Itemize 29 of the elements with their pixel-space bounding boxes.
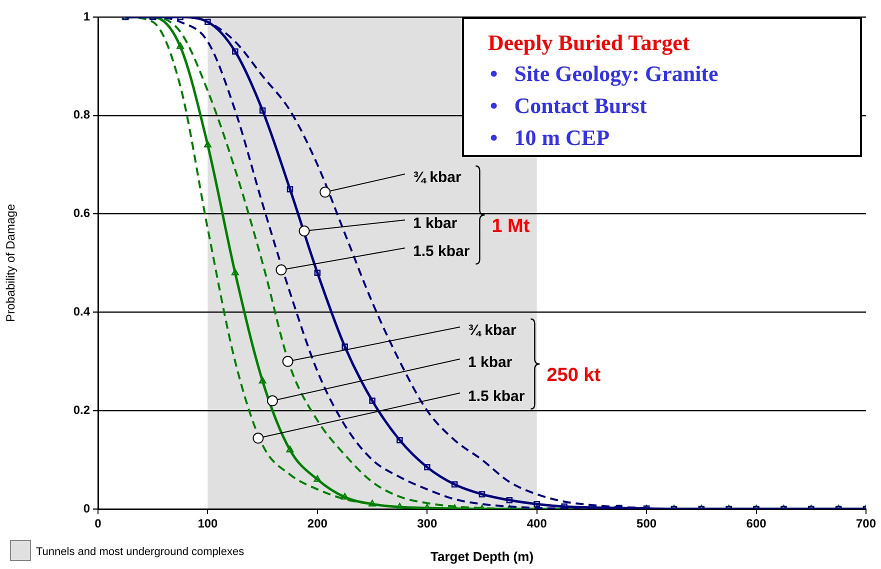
legend-label: Tunnels and most underground complexes bbox=[36, 546, 245, 558]
annotation: • Contact Burst bbox=[490, 92, 648, 120]
annotation: 1 kbar bbox=[468, 354, 512, 372]
annotation: ¾ kbar bbox=[468, 322, 517, 340]
x-tick-label: 500 bbox=[636, 516, 657, 531]
annotation: Deeply Buried Target bbox=[488, 29, 691, 57]
y-tick-label: 0.8 bbox=[73, 108, 90, 122]
x-tick-label: 0 bbox=[94, 516, 102, 531]
y-tick-label: 0.2 bbox=[73, 402, 90, 417]
annotation: 1.5 kbar bbox=[413, 243, 470, 260]
annotation: 1 Mt bbox=[492, 216, 530, 238]
y-tick-label: 0.6 bbox=[73, 206, 90, 220]
annotation: 1 kbar bbox=[413, 215, 458, 232]
x-tick-label: 400 bbox=[526, 516, 548, 531]
annotation: ¾ kbar bbox=[413, 169, 462, 186]
x-tick-label: 600 bbox=[746, 516, 767, 531]
annotation: 1.5 kbar bbox=[468, 388, 525, 406]
x-tick-label: 700 bbox=[856, 516, 876, 531]
x-axis-title: Target Depth (m) bbox=[430, 548, 534, 564]
annotation: 250 kt bbox=[546, 365, 602, 386]
annotation: • Site Geology: Granite bbox=[490, 60, 720, 88]
y-tick-label: 0.4 bbox=[73, 304, 90, 319]
x-tick-label: 200 bbox=[307, 516, 328, 531]
annotation: • 10 m CEP bbox=[490, 124, 611, 152]
x-tick-label: 100 bbox=[198, 516, 218, 531]
y-axis-title: Probability of Damage bbox=[4, 204, 18, 322]
y-tick-label: 0 bbox=[83, 501, 90, 516]
x-tick-label: 300 bbox=[417, 516, 438, 531]
y-tick-label: 1 bbox=[83, 9, 90, 24]
